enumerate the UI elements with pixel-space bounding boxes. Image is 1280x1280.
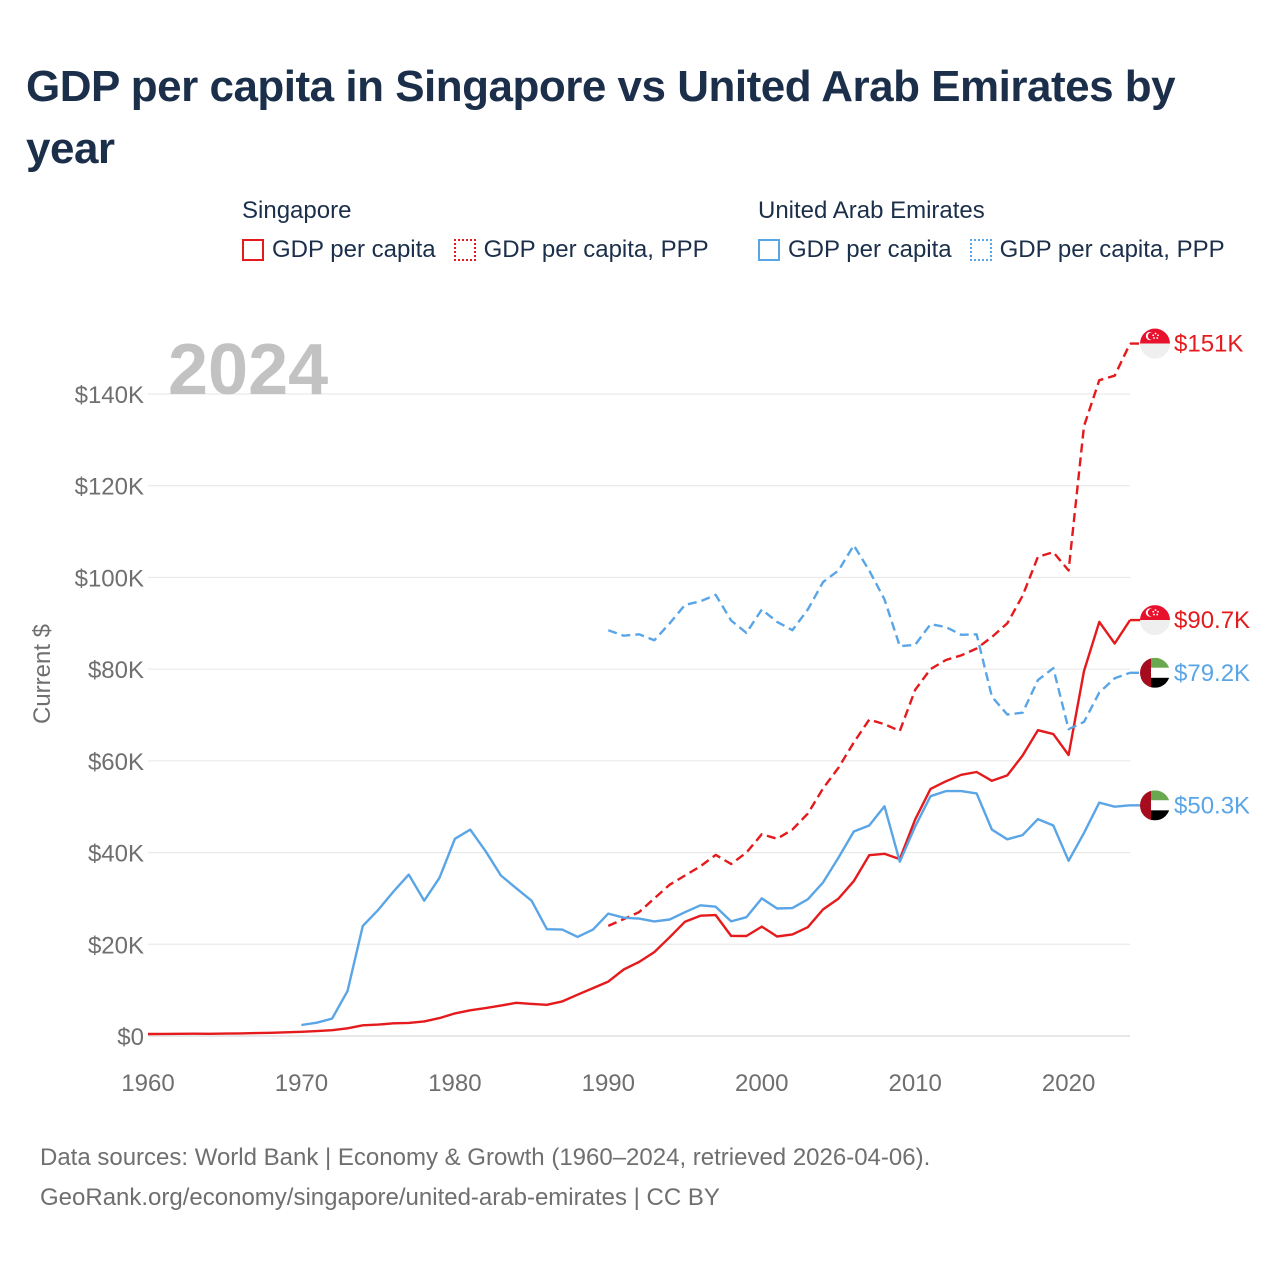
line-chart: 2024 $0 $20K $40K $60K $80K $100K $120K $140K 1… [29,0,1250,1097]
footer: Data sources: World Bank | Economy & Gro… [40,1138,930,1218]
series-line-singapore-gdp-per-capita-ppp [607,343,1132,927]
end-value-label: $50.3K [1174,792,1250,819]
y-tick-label: $100K [75,565,144,592]
y-tick-label: $20K [88,932,144,959]
y-tick-label: $60K [88,749,144,776]
legend-label: GDP per capita, PPP [483,236,709,263]
legend-group-label: Singapore [242,197,352,224]
legend-item-singapore-gdp-ppp[interactable]: GDP per capita, PPP [453,236,709,264]
y-tick-label: $80K [88,657,144,684]
x-axis: 1960 1970 1980 1990 2000 2010 2020 [121,1070,1095,1097]
legend-swatch-solid [242,239,264,261]
singapore-flag-icon [1140,329,1170,359]
uae-flag-icon [1140,790,1170,820]
uae-flag-icon [1140,658,1170,688]
end-value-label: $151K [1174,331,1243,358]
series-line-singapore-gdp-per-capita [147,619,1132,1036]
legend-swatch-dotted [453,239,476,261]
x-tick-label: 2000 [735,1070,788,1097]
x-tick-label: 2020 [1042,1070,1095,1097]
y-tick-label: $120K [75,474,144,501]
end-value-label: $90.7K [1174,607,1250,634]
legend-swatch-dotted [969,239,992,261]
grid [148,393,1130,1037]
x-tick-label: 2010 [888,1070,941,1097]
singapore-flag-icon [1140,605,1170,635]
legend-label: GDP per capita, PPP [999,236,1225,263]
legend-group-uae: United Arab Emirates GDP per capita GDP … [758,196,1243,264]
y-axis: $0 $20K $40K $60K $80K $100K $120K $140K [75,382,144,1051]
end-value-label: $79.2K [1174,660,1250,687]
x-tick-label: 1990 [582,1070,635,1097]
legend-item-uae-gdp-ppp[interactable]: GDP per capita, PPP [969,236,1225,264]
legend-label: GDP per capita [272,236,436,263]
x-tick-label: 1980 [428,1070,481,1097]
legend-group-singapore: Singapore GDP per capita GDP per capita,… [242,196,727,264]
x-tick-label: 1970 [275,1070,328,1097]
legend-item-singapore-gdp[interactable]: GDP per capita [242,236,436,264]
y-tick-label: $40K [88,841,144,868]
chart-title: GDP per capita in Singapore vs United Ar… [26,62,1176,173]
series-lines [147,343,1132,1036]
x-tick-label: 1960 [121,1070,174,1097]
footer-url: GeoRank.org/economy/singapore/united-ara… [40,1184,720,1211]
end-labels: $90.7K $151K $50.3K $79.2K [1130,329,1250,821]
legend-item-uae-gdp[interactable]: GDP per capita [758,236,952,264]
series-line-united-arab-emirates-gdp-per-capita [301,789,1131,1027]
legend-swatch-solid [758,239,780,261]
y-tick-label: $140K [75,382,144,409]
y-tick-label: $0 [117,1024,144,1051]
series-line-united-arab-emirates-gdp-per-capita-ppp [607,544,1131,731]
footer-sources: Data sources: World Bank | Economy & Gro… [40,1144,931,1171]
year-watermark: 2024 [168,330,328,410]
legend-label: GDP per capita [788,236,952,263]
y-axis-label: Current $ [29,624,56,724]
legend-group-label: United Arab Emirates [758,197,985,224]
